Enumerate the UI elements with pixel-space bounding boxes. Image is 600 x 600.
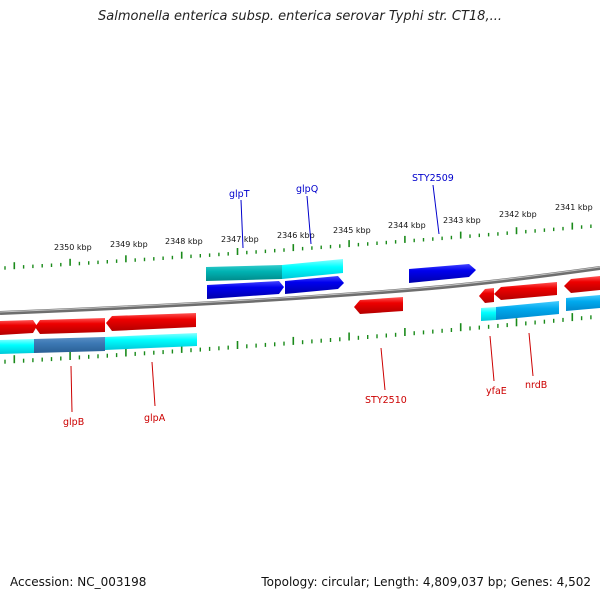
feature-glpB-companion[interactable] [34, 337, 105, 353]
label-glpT[interactable]: glpT [229, 189, 250, 200]
label-glpQ[interactable]: glpQ [296, 184, 318, 195]
accession-text: Accession: NC_003198 [10, 575, 147, 589]
label-nrdB[interactable]: nrdB [525, 380, 547, 391]
label-glpB[interactable]: glpB [63, 417, 84, 428]
ruler-label-2341: 2341 kbp [555, 203, 593, 212]
leader-glpB [70, 365, 73, 413]
ruler-label-2344: 2344 kbp [388, 221, 426, 230]
genome-backbone-highlight [0, 266, 600, 313]
lower-tick-row [4, 313, 592, 364]
ruler-label-2346: 2346 kbp [277, 231, 315, 240]
leader-STY2510 [380, 347, 386, 391]
feature-glpQ-companion[interactable] [282, 259, 343, 279]
label-glpA[interactable]: glpA [144, 413, 166, 424]
feature-glpT-companion[interactable] [206, 265, 282, 281]
genome-summary-text: Topology: circular; Length: 4,809,037 bp… [261, 575, 591, 589]
ruler-label-2345: 2345 kbp [333, 226, 371, 235]
leader-nrdB [528, 332, 534, 377]
label-yfaE[interactable]: yfaE [486, 386, 507, 397]
cds-STY2510[interactable] [354, 297, 403, 314]
feature-yfaE-companion[interactable] [481, 307, 496, 321]
ruler-label-2343: 2343 kbp [443, 216, 481, 225]
cds-glpQ[interactable] [285, 276, 344, 294]
cds-glpB[interactable] [35, 318, 105, 334]
cds-yfaE[interactable] [479, 288, 494, 303]
genome-backbone [0, 266, 600, 315]
ruler-label-2349: 2349 kbp [110, 240, 148, 249]
ruler-label-2348: 2348 kbp [165, 237, 203, 246]
leader-STY2509 [432, 184, 440, 235]
label-STY2510[interactable]: STY2510 [365, 395, 407, 406]
leader-glpT [240, 199, 244, 249]
map-title: Salmonella enterica subsp. enterica sero… [98, 9, 502, 24]
feature-glpA-companion[interactable] [105, 333, 197, 350]
cds-glpB-left[interactable] [0, 320, 37, 335]
ruler-label-2347: 2347 kbp [221, 235, 259, 244]
cds-nrdB[interactable] [494, 282, 557, 300]
leader-yfaE [489, 335, 495, 382]
cds-right-edge[interactable] [564, 276, 600, 293]
leader-glpA [151, 361, 156, 407]
leader-glpQ [306, 195, 312, 245]
upper-tick-row [4, 222, 592, 270]
ruler-label-2342: 2342 kbp [499, 210, 537, 219]
label-STY2509[interactable]: STY2509 [412, 173, 454, 184]
ruler-label-2350: 2350 kbp [54, 243, 92, 252]
feature-glpB-companion-left[interactable] [0, 339, 34, 354]
cds-STY2509[interactable] [409, 264, 476, 283]
cds-glpA[interactable] [106, 313, 196, 331]
feature-nrdB-companion[interactable] [496, 301, 559, 320]
cds-glpT[interactable] [207, 281, 284, 299]
feature-right-companion[interactable] [566, 295, 600, 311]
